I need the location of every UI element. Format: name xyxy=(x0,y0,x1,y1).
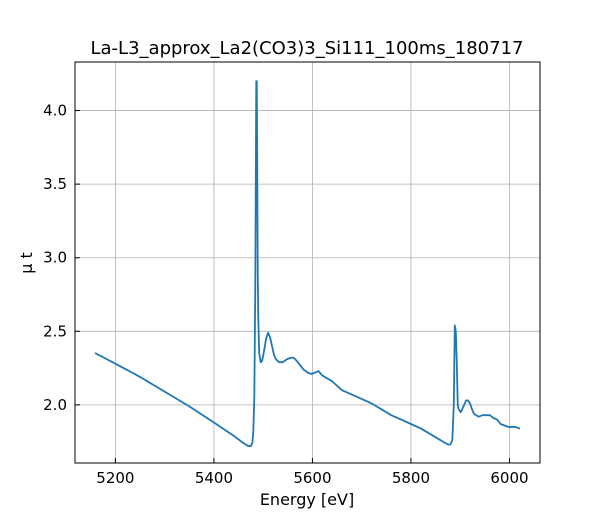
x-tick-label: 5800 xyxy=(392,469,430,487)
x-tick-label: 5600 xyxy=(293,469,331,487)
y-axis-ticks: 2.0 2.5 3.0 3.5 4.0 xyxy=(43,102,80,414)
series-layer xyxy=(94,80,521,447)
y-axis-label: μ t xyxy=(17,252,36,274)
y-tick-label: 3.0 xyxy=(43,249,67,267)
x-tick-label: 5200 xyxy=(96,469,134,487)
x-axis-label: Energy [eV] xyxy=(260,490,354,509)
plot-frame xyxy=(74,61,541,464)
x-tick-label: 5400 xyxy=(195,469,233,487)
chart-title: La-L3_approx_La2(CO3)3_Si111_100ms_18071… xyxy=(91,38,524,59)
y-tick-label: 2.0 xyxy=(43,396,67,414)
x-tick-label: 6000 xyxy=(490,469,528,487)
grid-lines xyxy=(75,62,540,463)
y-tick-label: 3.5 xyxy=(43,175,67,193)
y-tick-label: 4.0 xyxy=(43,102,67,120)
series-line xyxy=(94,80,521,447)
y-tick-label: 2.5 xyxy=(43,322,67,340)
x-axis-ticks: 5200 5400 5600 5800 6000 xyxy=(96,458,529,487)
